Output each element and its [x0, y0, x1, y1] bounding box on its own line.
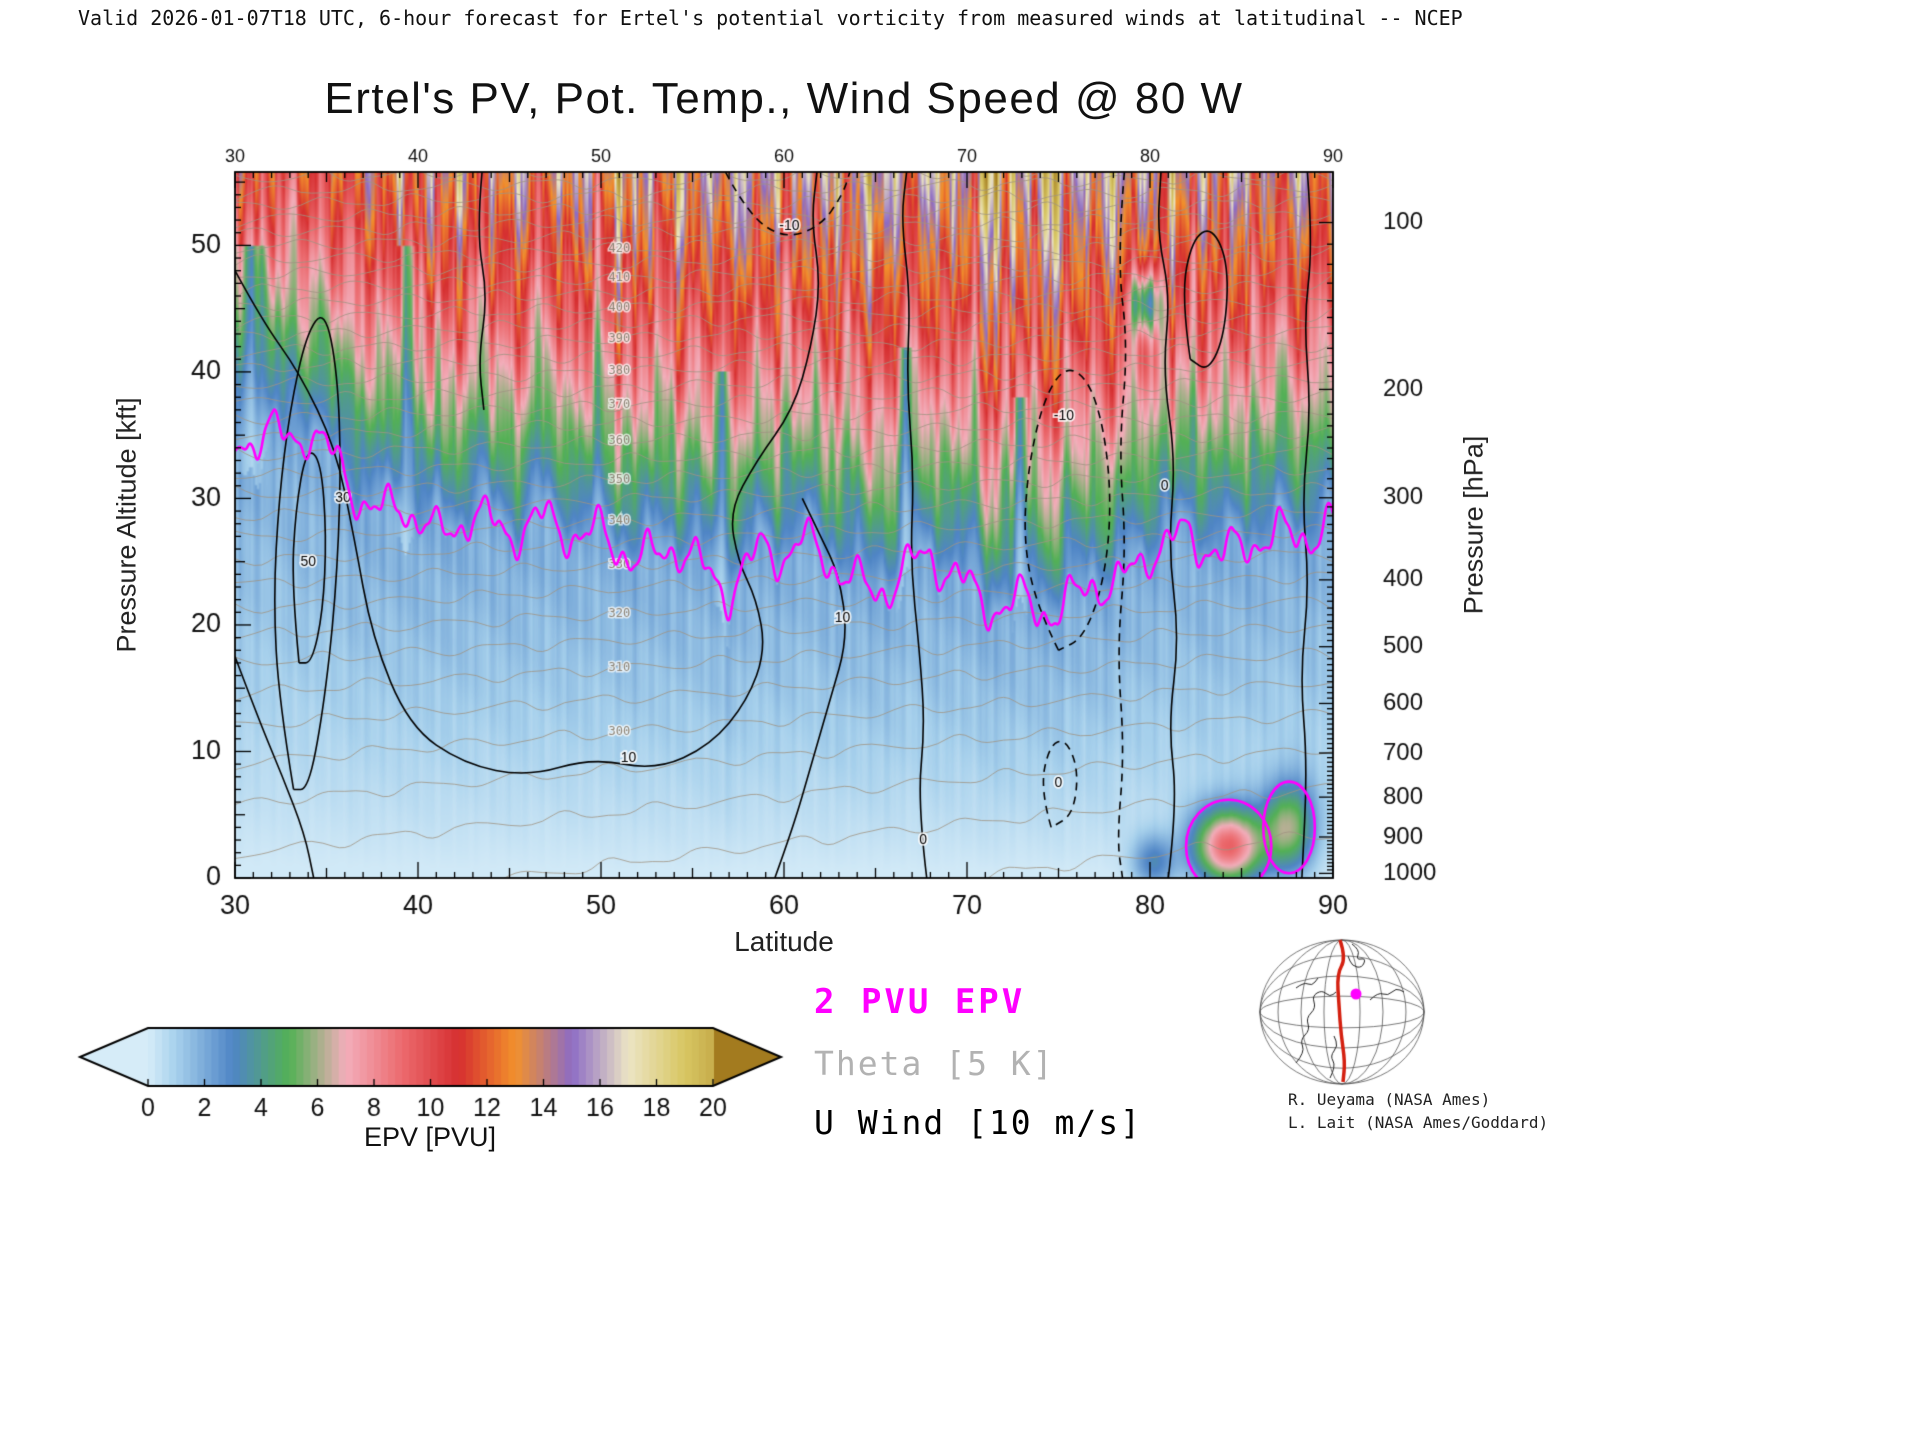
validity-header: Valid 2026-01-07T18 UTC, 6-hour forecast… — [78, 6, 1463, 30]
x-axis-title: Latitude — [734, 926, 834, 957]
colorbar-label: EPV [PVU] — [363, 1122, 497, 1152]
colorbar — [80, 1028, 780, 1086]
legend: 2 PVU EPV Theta [5 K] U Wind [10 m/s] — [814, 982, 1142, 1142]
credits: R. Ueyama (NASA Ames) L. Lait (NASA Ames… — [1288, 1088, 1548, 1134]
credit-line-2: L. Lait (NASA Ames/Goddard) — [1288, 1113, 1549, 1132]
legend-2pvu-epv: 2 PVU EPV — [814, 982, 1026, 1022]
map-inset — [1255, 936, 1435, 1086]
left-y-axis-title: Pressure Altitude [kft] — [111, 397, 142, 653]
plot-title: Ertel's PV, Pot. Temp., Wind Speed @ 80 … — [324, 74, 1244, 123]
right-y-axis-title: Pressure [hPa] — [1458, 435, 1489, 615]
credit-line-1: R. Ueyama (NASA Ames) — [1288, 1090, 1491, 1109]
legend-uwind: U Wind [10 m/s] — [814, 1103, 1143, 1142]
legend-theta: Theta [5 K] — [814, 1044, 1055, 1083]
